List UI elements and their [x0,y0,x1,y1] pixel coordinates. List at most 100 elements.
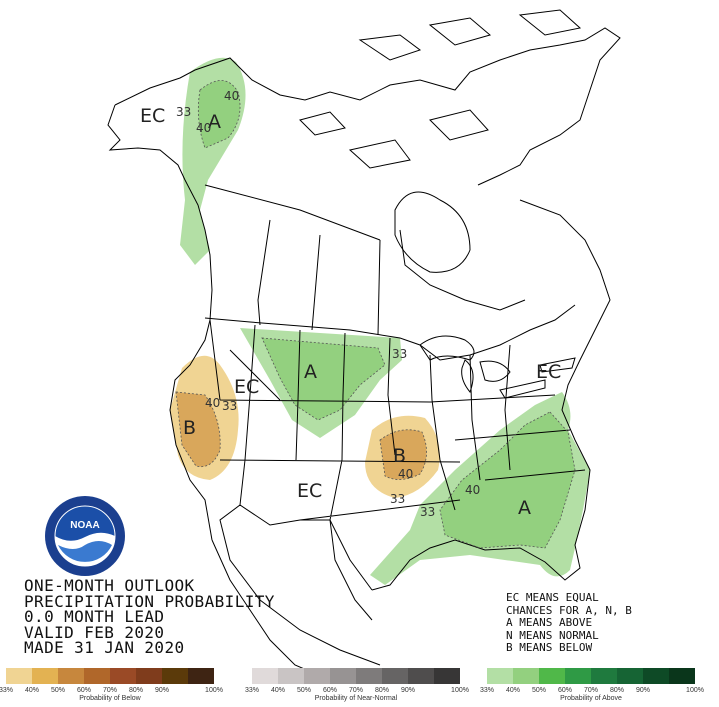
above-swatch-4 [565,668,591,684]
title-line-1: ONE-MONTH OUTLOOK [24,576,195,595]
below-tick-7: 90% [154,687,170,694]
above-tick-4: 60% [557,687,573,694]
scale-below-title: Probability of Below [79,695,141,702]
aleutian-coast [107,104,213,541]
above-swatch-8 [669,668,695,684]
legend-note-1: EC MEANS EQUAL [506,591,599,604]
contour-label-ozark-40: 40 [398,467,413,481]
above-tick-3: 50% [531,687,547,694]
below-tick-2: 40% [24,687,40,694]
label-california-b: B [183,417,196,439]
scale-below-ticks: 33% 40% 50% 60% 70% 80% 90% 100% [0,684,223,696]
above-swatch-2 [513,668,539,684]
label-alaska-a: A [208,111,221,133]
legend-notes: EC MEANS EQUAL CHANCES FOR A, N, B A MEA… [506,591,632,655]
shade-california-below-40 [176,392,221,467]
near-normal-tick-6: 80% [374,687,390,694]
near-normal-swatch-6 [382,668,408,684]
scale-near-normal-ticks: 33% 40% 50% 60% 70% 80% 90% 100% [245,684,469,696]
scale-below: 33% 40% 50% 60% 70% 80% 90% 100% Probability of… [0,668,223,706]
contour-label-ozark-33b: 33 [420,505,435,519]
noaa-logo-text: NOAA [70,520,99,531]
above-swatch-7 [643,668,669,684]
contour-label-ca-33: 33 [222,399,237,413]
contour-lines [175,80,576,549]
below-swatch-1 [6,668,32,684]
probability-shading [170,57,590,585]
below-swatch-6 [136,668,162,684]
contour-value-labels: 33 40 40 40 33 33 40 33 33 40 [176,89,480,519]
near-normal-tick-7: 90% [400,687,416,694]
shade-alaska-above-40 [198,80,241,148]
label-plains-a: A [304,361,317,383]
legend-note-4: N MEANS NORMAL [506,628,599,642]
label-southeast-a: A [518,497,531,519]
near-normal-swatch-3 [304,668,330,684]
near-normal-swatch-8 [434,668,460,684]
scale-near-normal-title: Probability of Near-Normal [314,695,398,702]
below-swatch-5 [110,668,136,684]
contour-alaska [197,80,241,149]
below-tick-3: 50% [50,687,66,694]
geographic-outlines [107,9,621,681]
scale-above-swatches [487,668,695,684]
contour-southeast [439,411,576,549]
title-line-4: VALID FEB 2020 [24,622,165,642]
scale-above-ticks: 33% 40% 50% 60% 70% 80% 90% 100% [480,684,704,696]
mexico-outline [211,519,373,681]
near-normal-tick-4: 60% [322,687,338,694]
near-normal-tick-2: 40% [270,687,286,694]
scale-below-swatches [6,668,214,684]
near-normal-tick-8: 100% [451,687,469,694]
below-tick-8: 100% [205,687,223,694]
outlook-title-block: ONE-MONTH OUTLOOK PRECIPITATION PROBABIL… [24,578,275,656]
below-tick-4: 60% [76,687,92,694]
legend-note-2: CHANCES FOR A, N, B [506,603,632,617]
noaa-logo: NOAA [45,496,125,576]
contour-label-ak-40a: 40 [224,89,239,103]
contour-label-se-40: 40 [465,483,480,497]
above-swatch-1 [487,668,513,684]
title-line-2: PRECIPITATION PROBABILITY [24,591,275,611]
above-swatch-3 [539,668,565,684]
above-swatch-6 [617,668,643,684]
scale-near-normal-swatches [252,668,460,684]
shade-ozark-below-40 [380,429,427,480]
hudson-bay [394,191,471,273]
above-tick-1: 33% [479,687,495,694]
label-northeast-ec: EC [536,361,561,383]
title-line-3: 0.0 MONTH LEAD [24,607,165,627]
above-tick-6: 80% [609,687,625,694]
shade-plains-above-40 [262,338,385,420]
canadian-province-lines [204,184,526,336]
canada-us-border [204,304,576,361]
scale-above: 33% 40% 50% 60% 70% 80% 90% 100% Probability of… [480,668,704,706]
label-ozark-b: B [393,445,406,467]
contour-label-mid-33: 33 [392,347,407,361]
near-normal-swatch-1 [252,668,278,684]
below-swatch-7 [162,668,188,684]
great-lakes [419,335,576,399]
contour-label-ozark-33a: 33 [390,492,405,506]
scale-above-title: Probability of Above [560,695,622,702]
contour-ozark [379,429,427,480]
legend-note-5: B MEANS BELOW [506,641,593,654]
near-normal-swatch-2 [278,668,304,684]
label-alaska-ec: EC [140,105,165,127]
above-tick-8: 100% [686,687,704,694]
scale-near-normal: 33% 40% 50% 60% 70% 80% 90% 100% Probability of… [245,668,469,706]
legend-note-3: A MEANS ABOVE [506,616,593,629]
title-line-5: MADE 31 JAN 2020 [24,638,185,658]
alaska-coastline [114,27,621,186]
above-tick-7: 90% [635,687,651,694]
us-state-lines [209,319,586,521]
near-normal-swatch-4 [330,668,356,684]
below-tick-6: 80% [128,687,144,694]
near-normal-tick-5: 70% [348,687,364,694]
below-swatch-4 [84,668,110,684]
shade-southeast-above-40 [440,412,575,548]
contour-label-ca-40: 40 [205,396,220,410]
below-swatch-2 [32,668,58,684]
east-coastline [371,199,611,591]
